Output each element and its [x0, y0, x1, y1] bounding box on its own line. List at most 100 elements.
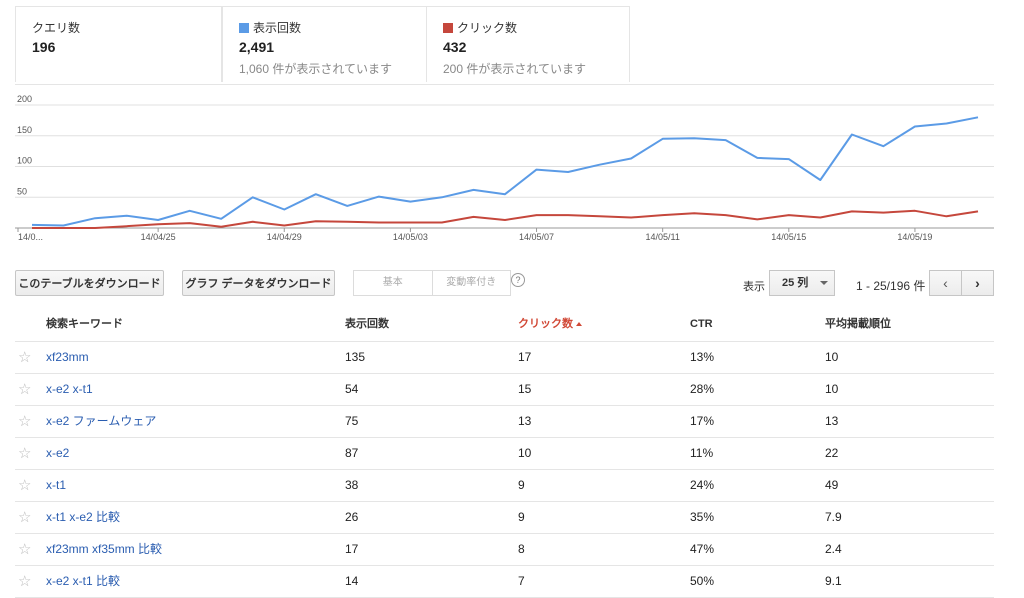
keyword-link[interactable]: x-e2 x-t1	[46, 382, 93, 396]
next-page-button[interactable]: ›	[961, 270, 994, 296]
impressions-cell: 38	[345, 478, 359, 492]
clicks-value: 432	[443, 39, 467, 55]
table-row: ☆ x-e2 ファームウェア 75 13 17% 13	[15, 406, 994, 438]
series-line	[31, 116, 979, 227]
impressions-label-row: 表示回数	[239, 19, 426, 36]
impressions-value: 2,491	[239, 39, 275, 55]
impressions-label: 表示回数	[253, 21, 302, 35]
clicks-cell: 9	[518, 510, 525, 524]
position-cell: 10	[825, 382, 839, 396]
star-icon[interactable]: ☆	[18, 413, 32, 430]
impressions-cell: 135	[345, 350, 366, 364]
impressions-swatch-icon	[239, 22, 249, 33]
download-chart-button[interactable]: グラフ データをダウンロード	[182, 270, 335, 296]
clicks-sub: 200 件が表示されています	[443, 62, 586, 76]
position-cell: 22	[825, 446, 839, 460]
tab-change-rate[interactable]: 変動率付き	[431, 271, 511, 295]
table-row: ☆ xf23mm 135 17 13% 10	[15, 342, 994, 374]
column-header-clicks[interactable]: クリック数	[518, 309, 582, 339]
position-cell: 2.4	[825, 542, 842, 556]
keyword-link[interactable]: x-e2 ファームウェア	[46, 414, 157, 428]
y-tick-label: 150	[17, 125, 32, 135]
y-tick-label: 100	[17, 156, 32, 166]
keyword-link[interactable]: xf23mm xf35mm 比較	[46, 542, 163, 556]
clicks-cell: 7	[518, 574, 525, 588]
ctr-cell: 35%	[690, 510, 715, 524]
ctr-cell: 50%	[690, 574, 715, 588]
impressions-cell: 17	[345, 542, 359, 556]
table-row: ☆ x-t1 38 9 24% 49	[15, 470, 994, 502]
performance-chart: 50 100 150 200 14/0... 14/04/25 14/04/29 14/05/…	[15, 95, 994, 242]
ctr-cell: 17%	[690, 414, 715, 428]
table-row: ☆ x-e2 87 10 11% 22	[15, 438, 994, 470]
impressions-cell: 75	[345, 414, 359, 428]
position-cell: 49	[825, 478, 839, 492]
star-icon[interactable]: ☆	[18, 573, 32, 590]
keyword-link[interactable]: xf23mm	[46, 350, 89, 364]
rows-per-page-value: 25 列	[782, 277, 809, 289]
clicks-cell: 10	[518, 446, 532, 460]
ctr-cell: 24%	[690, 478, 715, 492]
help-icon[interactable]: ?	[511, 273, 525, 287]
tab-basic[interactable]: 基本	[382, 277, 403, 288]
ctr-cell: 13%	[690, 350, 715, 364]
star-icon[interactable]: ☆	[18, 509, 32, 526]
pagination-range: 1 - 25/196 件	[856, 279, 926, 293]
download-table-button[interactable]: このテーブルをダウンロード	[15, 270, 164, 296]
show-label: 表示	[743, 281, 765, 293]
position-cell: 13	[825, 414, 839, 428]
table-row: ☆ x-t1 x-e2 比較 26 9 35% 7.9	[15, 502, 994, 534]
sort-ascending-icon	[576, 322, 582, 326]
queries-card: クエリ数 196	[15, 6, 222, 82]
x-tick-label: 14/0...	[18, 232, 43, 242]
impressions-cell: 26	[345, 510, 359, 524]
x-tick-label: 14/05/19	[897, 232, 932, 242]
star-icon[interactable]: ☆	[18, 477, 32, 494]
x-tick-label: 14/05/15	[771, 232, 806, 242]
clicks-label: クリック数	[457, 21, 518, 35]
clicks-cell: 9	[518, 478, 525, 492]
clicks-card[interactable]: クリック数 432 200 件が表示されています	[426, 6, 630, 82]
clicks-label-row: クリック数	[443, 19, 629, 36]
keyword-link[interactable]: x-t1 x-e2 比較	[46, 510, 121, 524]
x-tick-label: 14/05/11	[645, 232, 679, 242]
ctr-cell: 28%	[690, 382, 715, 396]
keyword-link[interactable]: x-e2	[46, 446, 70, 460]
column-header-impressions[interactable]: 表示回数	[345, 318, 389, 330]
x-tick-label: 14/04/29	[267, 232, 302, 242]
keyword-link[interactable]: x-e2 x-t1 比較	[46, 574, 121, 588]
impressions-card[interactable]: 表示回数 2,491 1,060 件が表示されています	[222, 6, 427, 82]
star-icon[interactable]: ☆	[18, 541, 32, 558]
star-icon[interactable]: ☆	[18, 381, 32, 398]
impressions-cell: 87	[345, 446, 359, 460]
column-header-keyword[interactable]: 検索キーワード	[46, 318, 123, 330]
query-table: 検索キーワード 表示回数 クリック数 CTR 平均掲載順位 ☆ xf23mm 135…	[15, 309, 994, 598]
clicks-cell: 15	[518, 382, 532, 396]
x-tick-label: 14/05/07	[519, 232, 554, 242]
position-cell: 10	[825, 350, 839, 364]
series-line	[32, 209, 979, 229]
prev-page-button[interactable]: ‹	[929, 270, 962, 296]
position-cell: 9.1	[825, 574, 842, 588]
star-icon[interactable]: ☆	[18, 445, 32, 462]
impressions-cell: 14	[345, 574, 359, 588]
column-header-position[interactable]: 平均掲載順位	[825, 318, 891, 330]
clicks-swatch-icon	[443, 22, 453, 33]
summary-cards: クエリ数 196 表示回数 2,491 1,060 件が表示されています クリッ…	[15, 6, 994, 85]
clicks-cell: 13	[518, 414, 532, 428]
table-row: ☆ x-e2 x-t1 比較 14 7 50% 9.1	[15, 566, 994, 598]
y-tick-label: 50	[17, 186, 27, 196]
position-cell: 7.9	[825, 510, 842, 524]
rows-per-page-select[interactable]: 25 列	[769, 270, 835, 296]
clicks-cell: 8	[518, 542, 525, 556]
table-row: ☆ xf23mm xf35mm 比較 17 8 47% 2.4	[15, 534, 994, 566]
queries-value: 196	[32, 39, 56, 55]
star-icon[interactable]: ☆	[18, 349, 32, 366]
clicks-cell: 17	[518, 350, 532, 364]
x-tick-label: 14/05/03	[393, 232, 428, 242]
column-header-ctr[interactable]: CTR	[690, 318, 713, 330]
ctr-cell: 11%	[690, 446, 714, 460]
keyword-link[interactable]: x-t1	[46, 478, 67, 492]
impressions-cell: 54	[345, 382, 359, 396]
impressions-sub: 1,060 件が表示されています	[239, 62, 393, 76]
